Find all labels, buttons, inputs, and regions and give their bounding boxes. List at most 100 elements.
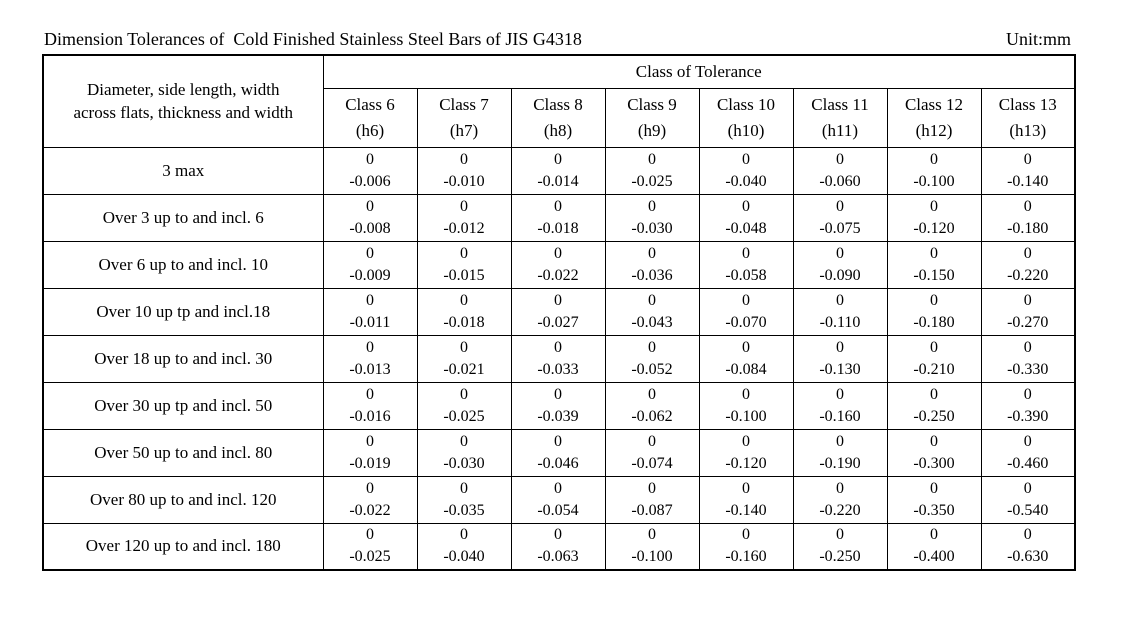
tolerance-lower-value: -0.075: [819, 219, 861, 237]
tolerance-upper-value: 0: [460, 526, 468, 544]
tolerance-lower-value: -0.070: [725, 313, 767, 331]
tolerance-lower-value: -0.250: [819, 548, 861, 566]
tolerance-upper-value: 0: [554, 338, 562, 356]
table-row: Over 120 up to and incl. 180 0 -0.025 0 -0.0…: [42, 522, 1076, 571]
table-row: Over 3 up to and incl. 6 0 -0.008 0 -0.012 0 -…: [42, 193, 1076, 242]
tolerance-upper-value: 0: [930, 244, 938, 262]
tolerance-upper-value: 0: [648, 432, 656, 450]
tolerance-lower-value: -0.030: [631, 219, 673, 237]
tolerance-cell: 0 -0.018: [510, 193, 606, 242]
table-row: Over 50 up to and incl. 80 0 -0.019 0 -0.030…: [42, 428, 1076, 477]
tolerance-upper-value: 0: [1023, 385, 1032, 403]
tolerance-upper-value: 0: [930, 150, 938, 168]
tolerance-lower-value: -0.030: [443, 454, 485, 472]
tolerance-cell: 0 -0.250: [792, 522, 888, 571]
tolerance-cell: 0 -0.070: [698, 287, 794, 336]
tolerance-lower-value: -0.390: [1007, 407, 1049, 425]
tolerance-upper-value: 0: [554, 291, 562, 309]
tolerance-lower-value: -0.006: [349, 172, 391, 190]
tolerance-cell: 0 -0.006: [322, 146, 418, 195]
size-range-label: Over 3 up to and incl. 6: [42, 193, 324, 242]
tolerance-cell: 0 -0.019: [322, 428, 418, 477]
tolerance-cell: 0 -0.052: [604, 334, 700, 383]
tolerance-lower-value: -0.330: [1007, 360, 1049, 378]
tolerance-upper-value: 0: [1023, 479, 1032, 497]
tolerance-upper-value: 0: [1023, 526, 1032, 544]
tolerance-lower-value: -0.190: [819, 454, 861, 472]
tolerance-cell: 0 -0.010: [416, 146, 512, 195]
class-name: Class 12: [904, 94, 964, 114]
tolerance-upper-value: 0: [460, 338, 468, 356]
tolerance-lower-value: -0.140: [725, 501, 767, 519]
tolerance-cell: 0 -0.074: [604, 428, 700, 477]
tolerance-cell: 0 -0.270: [980, 287, 1076, 336]
unit-label: Unit:mm: [1005, 29, 1071, 49]
table-row: Over 10 up tp and incl.18 0 -0.011 0 -0.018 0…: [42, 287, 1076, 336]
corner-header-line1: Diameter, side length, width: [87, 80, 280, 100]
tolerance-upper-value: 0: [648, 338, 656, 356]
tolerance-upper-value: 0: [930, 197, 938, 215]
tolerance-cell: 0 -0.036: [604, 240, 700, 289]
tolerance-cell: 0 -0.400: [886, 522, 982, 571]
tolerance-lower-value: -0.016: [349, 407, 391, 425]
tolerance-cell: 0 -0.630: [980, 522, 1076, 571]
column-header-class-6: Class 6 (h6): [322, 87, 418, 148]
tolerance-cell: 0 -0.030: [604, 193, 700, 242]
tolerance-lower-value: -0.013: [349, 360, 391, 378]
tolerance-lower-value: -0.040: [725, 172, 767, 190]
tolerance-lower-value: -0.012: [443, 219, 485, 237]
column-header-class-12: Class 12 (h12): [886, 87, 982, 148]
tolerance-lower-value: -0.120: [725, 454, 767, 472]
class-header-row: Class 6 (h6) Class 7 (h7) Class 8 (h8) C…: [43, 87, 1076, 148]
tolerance-lower-value: -0.052: [631, 360, 673, 378]
tolerance-lower-value: -0.058: [725, 266, 767, 284]
tolerance-cell: 0 -0.160: [792, 381, 888, 430]
group-header-cell: Class of Tolerance: [322, 54, 1076, 89]
tolerance-lower-value: -0.033: [537, 360, 579, 378]
tolerance-lower-value: -0.062: [631, 407, 673, 425]
tolerance-cell: 0 -0.250: [886, 381, 982, 430]
tolerance-upper-value: 0: [554, 385, 562, 403]
tolerance-cell: 0 -0.014: [510, 146, 606, 195]
tolerance-upper-value: 0: [742, 338, 750, 356]
tolerance-cell: 0 -0.043: [604, 287, 700, 336]
tolerance-upper-value: 0: [554, 432, 562, 450]
tolerance-lower-value: -0.025: [349, 548, 391, 566]
tolerance-lower-value: -0.010: [443, 172, 485, 190]
tolerance-upper-value: 0: [366, 479, 374, 497]
tolerance-upper-value: 0: [460, 150, 468, 168]
tolerance-lower-value: -0.540: [1007, 501, 1049, 519]
tolerance-upper-value: 0: [460, 291, 468, 309]
tolerance-cell: 0 -0.048: [698, 193, 794, 242]
size-range-label: Over 18 up to and incl. 30: [42, 334, 324, 383]
size-range-label: 3 max: [42, 146, 324, 195]
tolerance-lower-value: -0.009: [349, 266, 391, 284]
tolerance-cell: 0 -0.062: [604, 381, 700, 430]
tolerance-cell: 0 -0.022: [322, 475, 418, 524]
tolerance-cell: 0 -0.063: [510, 522, 606, 571]
tolerance-cell: 0 -0.030: [416, 428, 512, 477]
tolerance-lower-value: -0.220: [819, 501, 861, 519]
tolerance-upper-value: 0: [554, 150, 562, 168]
size-range-label: Over 6 up to and incl. 10: [42, 240, 324, 289]
table-row: Over 80 up to and incl. 120 0 -0.022 0 -0.03…: [42, 475, 1076, 524]
tolerance-cell: 0 -0.190: [792, 428, 888, 477]
tolerance-lower-value: -0.060: [819, 172, 861, 190]
tolerance-upper-value: 0: [460, 432, 468, 450]
tolerance-upper-value: 0: [648, 479, 656, 497]
tolerance-lower-value: -0.150: [913, 266, 955, 284]
tolerance-upper-value: 0: [742, 479, 750, 497]
tolerance-lower-value: -0.130: [819, 360, 861, 378]
corner-header-line2: across flats, thickness and width: [73, 103, 294, 123]
tolerance-cell: 0 -0.100: [886, 146, 982, 195]
tolerance-lower-value: -0.630: [1007, 548, 1049, 566]
tolerance-upper-value: 0: [554, 197, 562, 215]
class-name: Class 10: [716, 94, 776, 114]
tolerance-upper-value: 0: [930, 526, 938, 544]
tolerance-lower-value: -0.160: [725, 548, 767, 566]
tolerance-upper-value: 0: [930, 338, 938, 356]
tolerance-upper-value: 0: [930, 479, 938, 497]
tolerance-upper-value: 0: [742, 432, 750, 450]
tolerance-upper-value: 0: [366, 526, 374, 544]
tolerance-cell: 0 -0.350: [886, 475, 982, 524]
